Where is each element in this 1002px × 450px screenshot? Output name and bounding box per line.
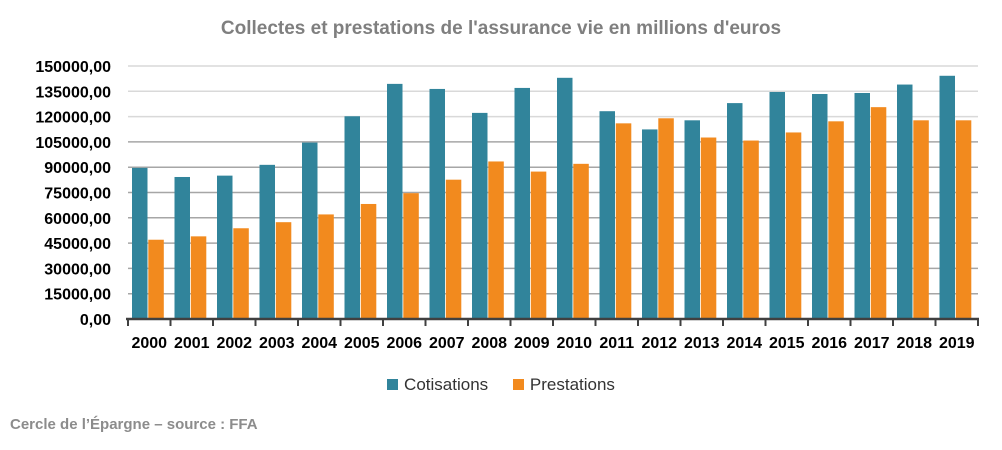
bar-prestations-2010: [573, 163, 589, 319]
bar-prestations-2002: [233, 228, 249, 319]
bar-cotisations-2012: [642, 129, 658, 319]
bar-cotisations-2013: [684, 120, 700, 319]
bar-prestations-2018: [913, 120, 929, 319]
legend-swatch: [512, 379, 524, 390]
bar-cotisations-2016: [812, 93, 828, 320]
source-note: Cercle de l’Épargne – source : FFA: [10, 416, 258, 433]
legend-swatch: [387, 379, 399, 390]
bar-cotisations-2000: [132, 167, 148, 319]
x-tick-label: 2000: [131, 335, 167, 352]
bar-cotisations-2002: [217, 175, 233, 319]
x-tick-label: 2010: [556, 335, 592, 352]
bar-prestations-2007: [445, 179, 462, 319]
legend: Cotisations Prestations: [0, 375, 1002, 395]
bar-prestations-2003: [275, 222, 292, 319]
bar-prestations-2005: [360, 203, 377, 319]
x-tick-label: 2015: [769, 335, 805, 352]
y-tick-label: 90000,00: [44, 160, 111, 177]
y-tick-label: 135000,00: [35, 84, 111, 101]
bar-cotisations-2006: [387, 83, 403, 320]
y-tick-label: 150000,00: [35, 59, 111, 76]
y-tick-label: 15000,00: [44, 287, 111, 304]
y-tick-label: 60000,00: [44, 211, 111, 228]
bar-cotisations-2004: [302, 142, 318, 319]
bar-cotisations-2018: [897, 84, 913, 319]
y-tick-label: 105000,00: [35, 135, 111, 152]
x-tick-label: 2006: [386, 335, 422, 352]
bar-cotisations-2017: [854, 92, 870, 319]
y-tick-label: 45000,00: [44, 236, 111, 253]
bar-prestations-2014: [743, 140, 759, 319]
x-tick-label: 2001: [174, 335, 210, 352]
bar-prestations-2001: [190, 236, 207, 319]
bar-prestations-2009: [530, 171, 547, 319]
bar-prestations-2019: [955, 120, 972, 319]
bar-prestations-2016: [828, 121, 844, 320]
x-tick-label: 2004: [301, 335, 337, 352]
y-tick-label: 30000,00: [44, 261, 111, 278]
y-tick-label: 120000,00: [35, 110, 111, 127]
x-tick-label: 2005: [344, 335, 380, 352]
x-tick-label: 2002: [216, 335, 252, 352]
bar-cotisations-2007: [429, 88, 445, 320]
bar-cotisations-2001: [174, 176, 190, 319]
bar-cotisations-2011: [599, 111, 615, 319]
x-tick-label: 2019: [939, 335, 975, 352]
chart-title: Collectes et prestations de l'assurance …: [220, 18, 782, 39]
bar-prestations-2011: [615, 123, 632, 319]
bar-prestations-2004: [318, 214, 334, 319]
y-tick-label: 75000,00: [44, 186, 111, 203]
legend-item-prestations: Prestations: [512, 375, 615, 394]
x-tick-label: 2014: [726, 335, 762, 352]
x-tick-label: 2017: [854, 335, 890, 352]
x-tick-label: 2013: [684, 335, 720, 352]
bar-cotisations-2009: [514, 87, 530, 319]
bar-prestations-2008: [488, 161, 504, 319]
bar-cotisations-2010: [557, 77, 573, 319]
bar-prestations-2015: [785, 132, 802, 319]
x-tick-label: 2009: [514, 335, 550, 352]
x-tick-label: 2011: [599, 335, 634, 352]
legend-label: Cotisations: [404, 375, 489, 394]
x-tick-label: 2007: [429, 335, 465, 352]
bar-prestations-2013: [700, 137, 717, 319]
x-tick-label: 2018: [896, 335, 932, 352]
x-tick-label: 2003: [259, 335, 295, 352]
bar-prestations-2017: [870, 107, 887, 319]
x-tick-label: 2016: [811, 335, 847, 352]
bar-prestations-2006: [403, 193, 419, 319]
bar-prestations-2000: [148, 239, 164, 319]
bar-cotisations-2008: [472, 112, 488, 319]
legend-item-cotisations: Cotisations: [387, 375, 488, 394]
bar-cotisations-2019: [939, 75, 955, 319]
bar-cotisations-2014: [727, 103, 743, 320]
x-tick-label: 2012: [641, 335, 677, 352]
bar-cotisations-2015: [769, 91, 785, 319]
bar-cotisations-2005: [344, 116, 360, 319]
bar-prestations-2012: [658, 118, 674, 319]
x-tick-label: 2008: [471, 335, 507, 352]
bar-cotisations-2003: [259, 164, 275, 319]
y-tick-label: 0,00: [80, 312, 111, 329]
legend-label: Prestations: [529, 375, 615, 394]
